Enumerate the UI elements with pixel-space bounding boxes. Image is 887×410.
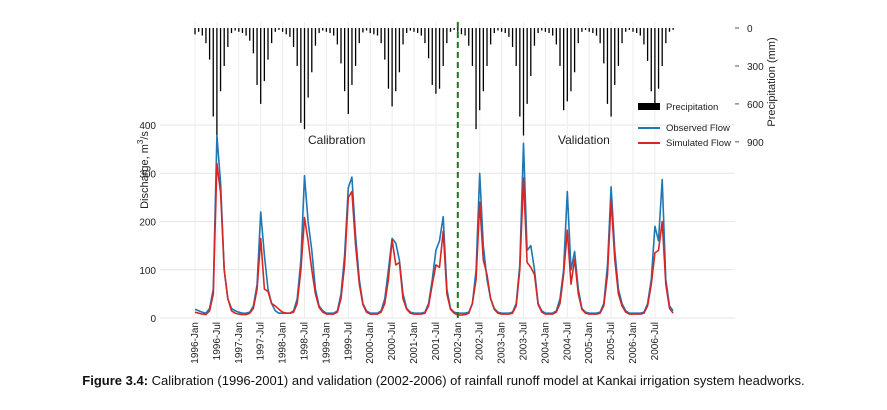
- x-tick-label: 2005-Jul: [606, 322, 617, 360]
- y-tick-label: 0: [150, 314, 156, 325]
- x-tick-label: 2004-Jul: [562, 322, 573, 360]
- x-tick-label: 2006-Jul: [650, 322, 661, 360]
- y-axis-title-main: Discharge, m: [139, 144, 151, 209]
- legend: Precipitation Observed Flow Simulated Fl…: [638, 102, 731, 149]
- x-tick-label: 1999-Jul: [343, 322, 354, 360]
- annotation-calibration: Calibration: [308, 133, 365, 147]
- y2-tick-label: 900: [747, 138, 764, 149]
- x-tick-label: 2004-Jan: [540, 322, 551, 364]
- x-tick-label: 1997-Jul: [256, 322, 267, 360]
- y-axis-title-superscript: 3: [136, 139, 145, 144]
- y-tick-label: 200: [139, 218, 156, 229]
- annotation-validation: Validation: [558, 133, 610, 147]
- x-tick-label: 2005-Jan: [584, 322, 595, 364]
- flow-series: [194, 134, 674, 316]
- y-axis-title-tail: /s: [139, 131, 151, 140]
- x-tick-label: 2003-Jul: [519, 322, 530, 360]
- legend-swatch-precipitation: [638, 103, 660, 110]
- x-tick-label: 1997-Jan: [234, 322, 245, 364]
- x-tick-label: 1996-Jan: [190, 322, 201, 364]
- x-axis-ticks: 1996-Jan 1996-Jul 1997-Jan 1997-Jul 1998-Jan…: [190, 322, 661, 364]
- y2-tick-label: 600: [747, 100, 764, 111]
- x-tick-label: 1999-Jan: [321, 322, 332, 364]
- y-axis-ticks: 0 100 200 300 400: [139, 121, 156, 325]
- x-tick-label: 2003-Jan: [497, 322, 508, 364]
- y-axis-title: Discharge, m3/s: [136, 131, 151, 209]
- legend-label-observed: Observed Flow: [666, 123, 730, 134]
- x-tick-label: 1996-Jul: [212, 322, 223, 360]
- y-tick-label: 300: [139, 169, 156, 180]
- x-tick-label: 1998-Jul: [300, 322, 311, 360]
- precipitation-bars: [194, 28, 674, 136]
- x-tick-label: 2001-Jan: [409, 322, 420, 364]
- y2-axis-ticks: 0 300 600 900: [735, 24, 764, 149]
- caption-label: Figure 3.4:: [82, 373, 149, 388]
- y-tick-label: 100: [139, 266, 156, 277]
- x-tick-label: 2002-Jan: [453, 322, 464, 364]
- x-tick-label: 2000-Jan: [365, 322, 376, 364]
- observed-flow-line: [194, 134, 674, 315]
- y2-axis-title: Precipitation (mm): [766, 37, 778, 126]
- x-tick-label: 2002-Jul: [475, 322, 486, 360]
- y-tick-label: 400: [139, 121, 156, 132]
- grid: [160, 22, 735, 319]
- x-tick-label: 2006-Jan: [628, 322, 639, 364]
- x-tick-label: 2000-Jul: [387, 322, 398, 360]
- y2-tick-label: 0: [747, 24, 753, 35]
- y2-tick-label: 300: [747, 62, 764, 73]
- figure-caption: Figure 3.4: Calibration (1996-2001) and …: [0, 373, 887, 388]
- x-tick-label: 1998-Jan: [278, 322, 289, 364]
- rainfall-runoff-chart: 0 100 200 300 400 0 300 600 900 1996-Jan 1996-Ju…: [136, 22, 778, 364]
- legend-label-precipitation: Precipitation: [666, 102, 718, 113]
- plot-area: [160, 22, 735, 318]
- caption-text: Calibration (1996-2001) and validation (…: [148, 373, 805, 388]
- legend-label-simulated: Simulated Flow: [666, 138, 731, 149]
- x-tick-label: 2001-Jul: [431, 322, 442, 360]
- simulated-flow-line: [194, 162, 674, 316]
